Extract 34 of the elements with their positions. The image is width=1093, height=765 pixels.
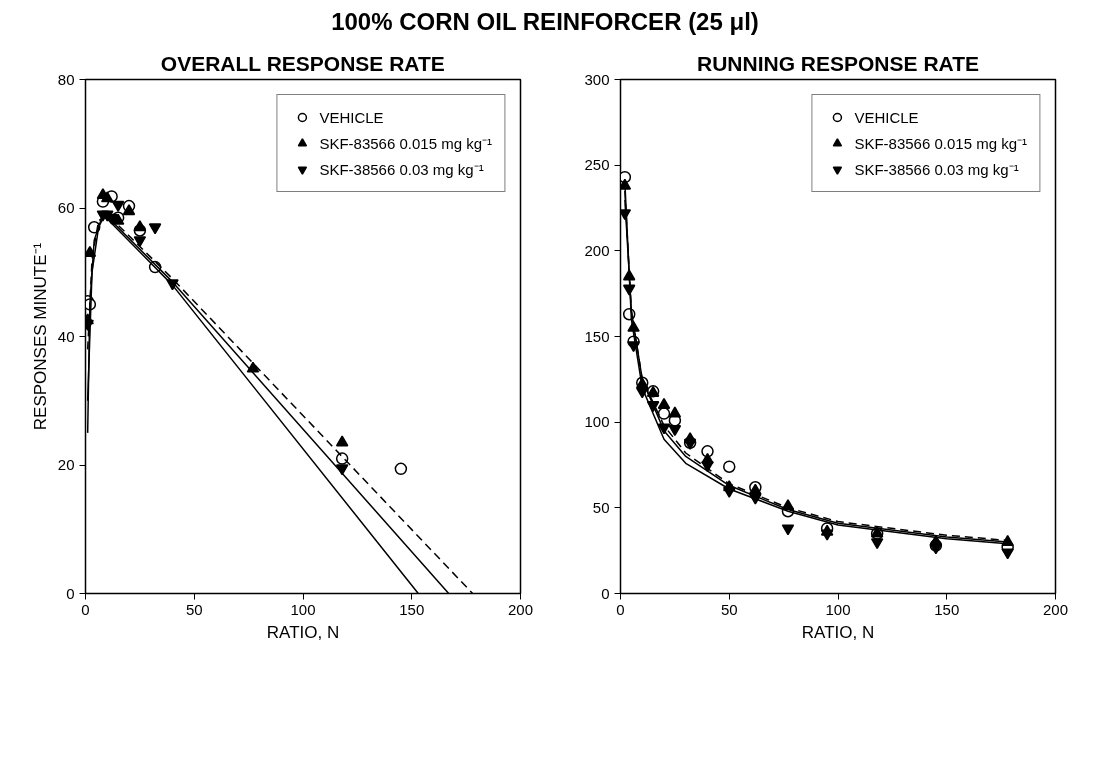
text: 100% CORN OIL REINFORCER (25 μl) [331, 7, 759, 37]
legend-label: VEHICLE [319, 108, 384, 126]
x-axis-title: RATIO, N [266, 622, 340, 642]
y-tick-label: 100 [584, 413, 610, 431]
chart-title: RUNNING RESPONSE RATE [697, 51, 979, 75]
legend-label: SKF-38566 0.03 mg kg⁻¹ [854, 160, 1019, 180]
chart-title: OVERALL RESPONSE RATE [160, 51, 445, 75]
y-tick-label: 50 [592, 499, 610, 517]
x-tick-label: 100 [290, 600, 316, 618]
y-tick-label: 200 [584, 242, 610, 260]
y-axis-title: RESPONSES MINUTE⁻¹ [30, 242, 50, 431]
legend-label: SKF-83566 0.015 mg kg⁻¹ [854, 134, 1027, 154]
x-tick-label: 0 [616, 600, 625, 618]
legend-label: SKF-83566 0.015 mg kg⁻¹ [319, 134, 492, 154]
y-tick-label: 150 [584, 327, 610, 345]
x-tick-label: 100 [825, 600, 851, 618]
x-tick-label: 150 [399, 600, 425, 618]
y-tick-label: 0 [601, 584, 610, 602]
legend-label: VEHICLE [854, 108, 919, 126]
y-tick-label: 250 [584, 156, 610, 174]
y-tick-label: 40 [57, 327, 75, 345]
x-tick-label: 200 [1042, 600, 1069, 618]
x-tick-label: 50 [720, 600, 738, 618]
x-tick-label: 200 [507, 600, 534, 618]
y-tick-label: 80 [57, 70, 75, 88]
x-axis-title: RATIO, N [801, 622, 875, 642]
legend-label: SKF-38566 0.03 mg kg⁻¹ [319, 160, 484, 180]
y-tick-label: 300 [584, 70, 610, 88]
y-tick-label: 0 [66, 584, 75, 602]
x-tick-label: 0 [81, 600, 90, 618]
x-tick-label: 150 [934, 600, 960, 618]
y-tick-label: 60 [57, 199, 75, 217]
x-tick-label: 50 [185, 600, 203, 618]
y-tick-label: 20 [57, 456, 75, 474]
